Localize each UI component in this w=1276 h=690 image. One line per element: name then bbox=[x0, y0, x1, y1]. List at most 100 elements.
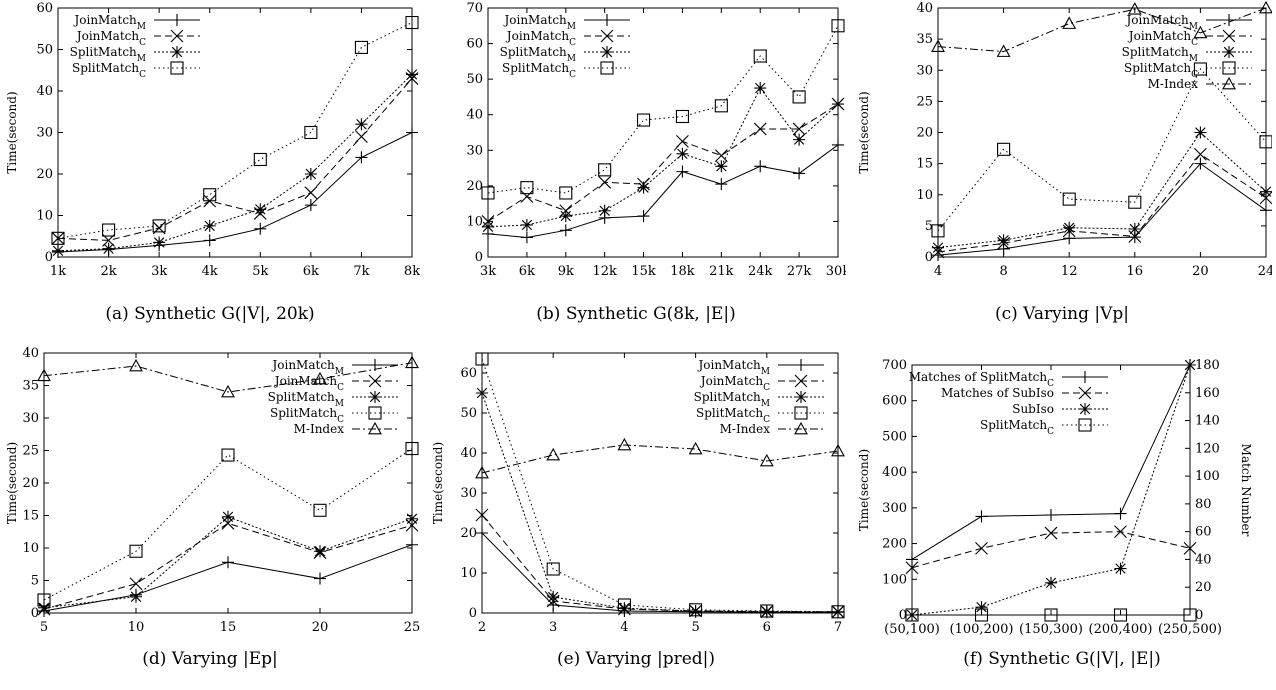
data-point bbox=[314, 572, 326, 585]
series-0 bbox=[476, 527, 844, 619]
chart-a: 0 10 20 30 40 50 60 1k 2k 3k 4k 5k 6k 7k 8k Time(second… bbox=[5, 1, 420, 279]
y-tick-label: 30 bbox=[460, 486, 477, 501]
data-point bbox=[203, 188, 217, 202]
y-tick-label: 15 bbox=[22, 509, 39, 524]
y-tick-label: 25 bbox=[22, 444, 39, 459]
series-line bbox=[487, 144, 839, 238]
data-point bbox=[1045, 509, 1057, 521]
y-tick-label: 30 bbox=[22, 411, 39, 426]
y2-axis-label: Match Number bbox=[1239, 444, 1253, 537]
x-tick-label: 12 bbox=[1061, 264, 1078, 279]
data-point bbox=[1184, 359, 1196, 371]
plot-frame bbox=[487, 7, 839, 258]
series-line bbox=[911, 531, 1191, 569]
data-point bbox=[153, 236, 166, 249]
data-point bbox=[355, 151, 368, 164]
legend-marker bbox=[368, 406, 382, 420]
data-point bbox=[997, 142, 1011, 156]
series-2 bbox=[932, 126, 1272, 254]
data-point bbox=[546, 447, 561, 461]
data-point bbox=[304, 168, 317, 180]
y-tick-label: 0 bbox=[925, 250, 933, 265]
legend-label: SplitMatchM bbox=[268, 390, 344, 409]
legend-marker bbox=[1222, 76, 1236, 90]
data-point bbox=[222, 556, 234, 569]
data-point bbox=[689, 603, 703, 617]
data-point bbox=[405, 15, 419, 30]
legend: JoinMatchMJoinMatchCSplitMatchMSplitMatc… bbox=[694, 358, 824, 436]
data-point bbox=[482, 220, 494, 233]
caption-d: (d) Varying |Ep| bbox=[142, 649, 278, 669]
y2-tick-label: 140 bbox=[1195, 414, 1220, 429]
data-point bbox=[406, 126, 418, 139]
data-point bbox=[559, 210, 572, 223]
data-point bbox=[1062, 192, 1076, 206]
data-point bbox=[1259, 135, 1272, 149]
y-tick-label: 15 bbox=[916, 157, 933, 172]
data-point bbox=[715, 160, 728, 173]
series-line bbox=[937, 162, 1267, 256]
legend-label: JoinMatchC bbox=[75, 29, 146, 48]
data-point bbox=[313, 371, 327, 385]
data-point bbox=[203, 234, 216, 247]
data-point bbox=[831, 605, 845, 619]
legend-marker bbox=[1079, 371, 1091, 383]
data-point bbox=[1127, 2, 1142, 15]
x-tick-label: 7k bbox=[353, 264, 369, 279]
y-tick-label: 20 bbox=[916, 126, 933, 141]
legend-marker bbox=[795, 359, 807, 371]
legend-label: SplitMatchC bbox=[72, 61, 146, 80]
x-tick-label: (250,500) bbox=[1158, 622, 1222, 637]
y-tick-label: 700 bbox=[882, 358, 907, 373]
data-point bbox=[37, 368, 51, 382]
x-tick-label: 24 bbox=[1258, 264, 1272, 279]
data-point bbox=[676, 135, 689, 148]
data-point bbox=[715, 178, 728, 191]
data-point bbox=[355, 118, 368, 131]
series-4 bbox=[37, 355, 419, 398]
series-line bbox=[481, 392, 839, 613]
x-tick-label: 6k bbox=[303, 264, 319, 279]
x-tick-label: 12k bbox=[592, 264, 617, 279]
y-tick-label: 0 bbox=[899, 608, 907, 623]
series-line bbox=[481, 514, 838, 613]
series-line bbox=[57, 74, 413, 252]
legend-label: SplitMatchM bbox=[70, 45, 146, 64]
series-1 bbox=[931, 147, 1272, 259]
y2-tick-label: 40 bbox=[1195, 552, 1212, 567]
data-point bbox=[975, 541, 988, 555]
data-point bbox=[617, 598, 631, 612]
data-point bbox=[314, 545, 326, 558]
legend-label: SplitMatchC bbox=[696, 406, 770, 425]
data-point bbox=[1044, 526, 1058, 540]
panel-c: 0 5 10 15 20 25 30 35 40 4 8 12 16 20 24 Time(second) Jo… bbox=[852, 0, 1272, 345]
y-tick-label: 50 bbox=[460, 406, 477, 421]
series-line bbox=[481, 532, 838, 613]
data-point bbox=[304, 125, 318, 140]
y-tick-label: 0 bbox=[31, 606, 39, 621]
data-point bbox=[520, 190, 534, 203]
legend: JoinMatchMJoinMatchCSplitMatchMSplitMatc… bbox=[500, 13, 630, 80]
data-point bbox=[598, 163, 612, 177]
data-point bbox=[405, 442, 419, 456]
series-line bbox=[937, 68, 1267, 232]
data-point bbox=[753, 122, 767, 136]
data-point bbox=[1114, 562, 1127, 575]
series-line bbox=[43, 448, 413, 601]
y-tick-label: 35 bbox=[916, 32, 933, 47]
series-line bbox=[481, 358, 839, 613]
y-tick-label: 600 bbox=[882, 394, 907, 409]
data-point bbox=[520, 181, 534, 195]
data-point bbox=[547, 591, 560, 603]
y-tick-label: 10 bbox=[22, 541, 39, 556]
data-point bbox=[1183, 541, 1197, 555]
data-point bbox=[406, 68, 418, 81]
x-tick-label: 8 bbox=[999, 264, 1007, 279]
legend-label: SplitMatchM bbox=[694, 390, 770, 409]
data-point bbox=[129, 544, 143, 558]
series-line bbox=[487, 25, 839, 194]
data-point bbox=[676, 147, 689, 160]
y-axis-label: Time(second) bbox=[857, 449, 871, 531]
chart-c: 0 5 10 15 20 25 30 35 40 4 8 12 16 20 24 Time(second) Jo… bbox=[857, 0, 1272, 279]
data-point bbox=[313, 503, 327, 517]
